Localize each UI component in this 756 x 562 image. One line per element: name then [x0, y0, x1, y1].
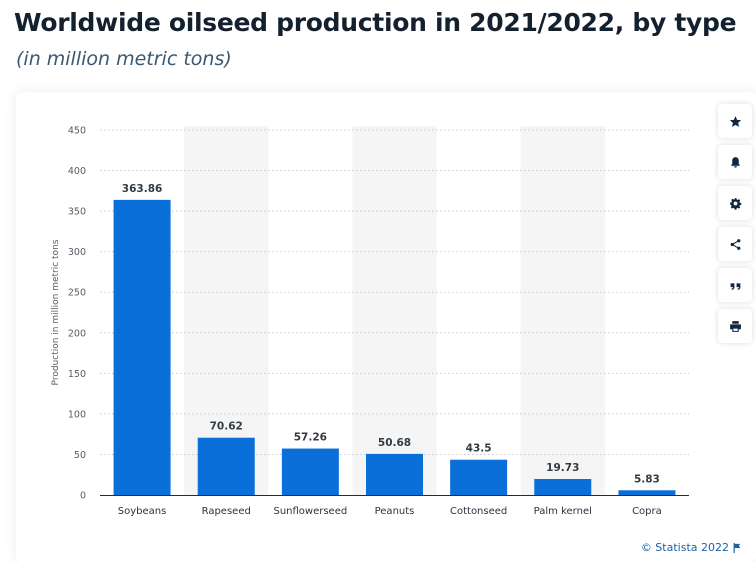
value-label: 70.62: [210, 421, 243, 433]
bar-copra: [618, 490, 676, 495]
bar-palm-kernel: [534, 478, 592, 495]
y-axis-title: Production in million metric tons: [51, 239, 61, 385]
x-tick-label: Soybeans: [118, 506, 167, 517]
star-icon: [729, 115, 741, 127]
value-label: 43.5: [466, 443, 492, 455]
y-tick-label: 0: [80, 491, 86, 502]
y-tick-label: 350: [68, 207, 86, 218]
value-label: 50.68: [378, 437, 411, 449]
category-band: [352, 126, 437, 495]
printer-icon: [729, 320, 741, 332]
share-icon: [730, 238, 740, 250]
y-tick-label: 200: [68, 328, 86, 339]
x-tick-label: Copra: [632, 506, 662, 517]
chart-card: 0 50 100 150 200 250 300 350 400 450 363.86 Soybean…: [16, 92, 756, 562]
category-band: [520, 126, 605, 495]
x-tick-label: Rapeseed: [202, 506, 251, 517]
settings-button[interactable]: [718, 186, 752, 220]
category-band: [184, 126, 269, 495]
y-tick-label: 50: [74, 450, 86, 461]
chart-toolbar: [718, 104, 752, 350]
flag-icon: [733, 542, 741, 553]
share-button[interactable]: [718, 227, 752, 261]
y-tick-label: 250: [68, 288, 86, 299]
bar-sunflowerseed: [281, 448, 339, 495]
quote-icon: [730, 282, 740, 290]
notification-button[interactable]: [718, 145, 752, 179]
bar-rapeseed: [197, 437, 255, 495]
x-tick-label: Cottonseed: [450, 506, 507, 517]
value-label: 5.83: [634, 473, 660, 485]
y-tick-label: 150: [68, 369, 86, 380]
value-label: 19.73: [546, 462, 579, 474]
bar-soybeans: [113, 199, 171, 495]
x-tick-label: Palm kernel: [534, 506, 592, 517]
print-button[interactable]: [718, 309, 752, 343]
copyright-text: © Statista 2022: [640, 541, 729, 554]
y-tick-label: 400: [68, 166, 86, 177]
y-tick-label: 100: [68, 409, 86, 420]
copyright-link[interactable]: © Statista 2022: [641, 541, 742, 554]
cite-button[interactable]: [718, 268, 752, 302]
bar-chart: 0 50 100 150 200 250 300 350 400 450 363.86 Soybean…: [51, 126, 689, 517]
gear-icon: [729, 197, 741, 210]
y-tick-label: 450: [68, 126, 86, 137]
bar-peanuts: [366, 453, 423, 495]
x-tick-label: Peanuts: [375, 506, 415, 517]
page-title: Worldwide oilseed production in 2021/202…: [14, 8, 737, 37]
y-tick-label: 300: [68, 247, 86, 258]
bar-cottonseed: [450, 459, 508, 495]
favorite-button[interactable]: [718, 104, 752, 138]
value-label: 57.26: [294, 432, 327, 444]
x-tick-label: Sunflowerseed: [273, 506, 347, 517]
value-label: 363.86: [122, 183, 163, 195]
page-subtitle: (in million metric tons): [16, 48, 232, 70]
bell-icon: [730, 156, 740, 168]
